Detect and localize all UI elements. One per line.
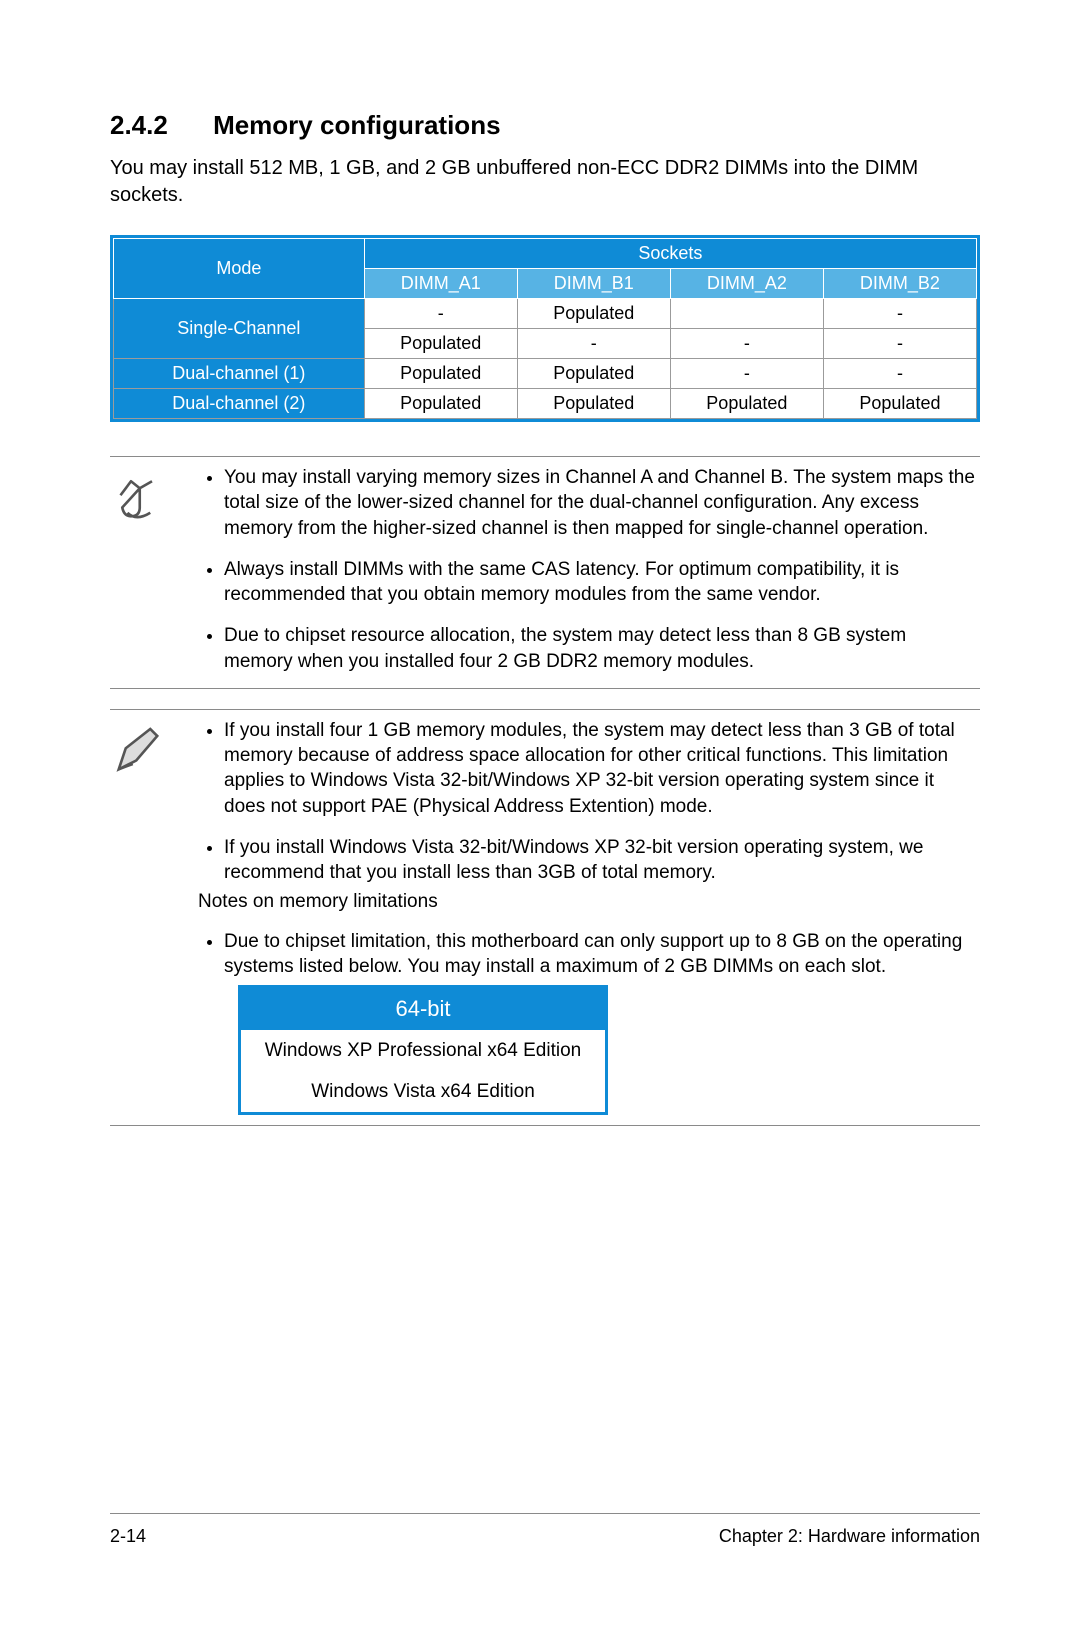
socket-cell: Populated [517,299,670,329]
os-row: Windows XP Professional x64 Edition [241,1030,605,1071]
page-number: 2-14 [110,1526,146,1547]
socket-cell: Populated [364,329,517,359]
list-item: If you install four 1 GB memory modules,… [224,718,980,819]
socket-cell: - [517,329,670,359]
socket-cell: - [823,299,976,329]
list-item: You may install varying memory sizes in … [224,465,980,541]
socket-cell [670,299,823,329]
header-dimm: DIMM_A1 [364,269,517,299]
os-row: Windows Vista x64 Edition [241,1071,605,1112]
chapter-title: Chapter 2: Hardware information [719,1526,980,1547]
socket-cell: Populated [823,389,976,419]
header-dimm: DIMM_B1 [517,269,670,299]
notes-sub-heading: Notes on memory limitations [198,889,980,914]
socket-cell: Populated [364,359,517,389]
table-row: Dual-channel (1)PopulatedPopulated-- [114,359,977,389]
header-dimm: DIMM_A2 [670,269,823,299]
table-row: Dual-channel (2)PopulatedPopulatedPopula… [114,389,977,419]
list-item: If you install Windows Vista 32-bit/Wind… [224,835,980,886]
socket-cell: - [670,359,823,389]
socket-cell: Populated [517,389,670,419]
section-number: 2.4.2 [110,110,168,141]
section-title: Memory configurations [213,110,500,140]
table-row: Single-Channel-Populated- [114,299,977,329]
socket-cell: - [823,329,976,359]
note-body: If you install four 1 GB memory modules,… [198,718,980,1115]
hand-icon [110,465,170,678]
socket-cell: - [364,299,517,329]
list-item: Due to chipset limitation, this motherbo… [224,929,980,980]
sockets-table: Mode Sockets DIMM_A1 DIMM_B1 DIMM_A2 DIM… [113,238,977,419]
note-body: You may install varying memory sizes in … [198,465,980,678]
os-table: 64-bit Windows XP Professional x64 Editi… [238,985,608,1115]
mode-cell: Dual-channel (2) [114,389,365,419]
header-dimm: DIMM_B2 [823,269,976,299]
socket-cell: Populated [670,389,823,419]
socket-cell: Populated [364,389,517,419]
socket-cell: - [823,359,976,389]
sockets-table-wrap: Mode Sockets DIMM_A1 DIMM_B1 DIMM_A2 DIM… [110,235,980,422]
note-block-pen: If you install four 1 GB memory modules,… [110,709,980,1126]
header-sockets: Sockets [364,239,976,269]
header-mode: Mode [114,239,365,299]
socket-cell: Populated [517,359,670,389]
note-block-hand: You may install varying memory sizes in … [110,456,980,689]
pen-icon [110,718,170,1115]
list-item: Due to chipset resource allocation, the … [224,623,980,674]
mode-cell: Dual-channel (1) [114,359,365,389]
page: 2.4.2 Memory configurations You may inst… [0,0,1080,1627]
os-header: 64-bit [241,988,605,1029]
socket-cell: - [670,329,823,359]
intro-text: You may install 512 MB, 1 GB, and 2 GB u… [110,155,980,209]
section-heading: 2.4.2 Memory configurations [110,110,980,141]
page-footer: 2-14 Chapter 2: Hardware information [110,1513,980,1547]
mode-cell: Single-Channel [114,299,365,359]
list-item: Always install DIMMs with the same CAS l… [224,557,980,608]
